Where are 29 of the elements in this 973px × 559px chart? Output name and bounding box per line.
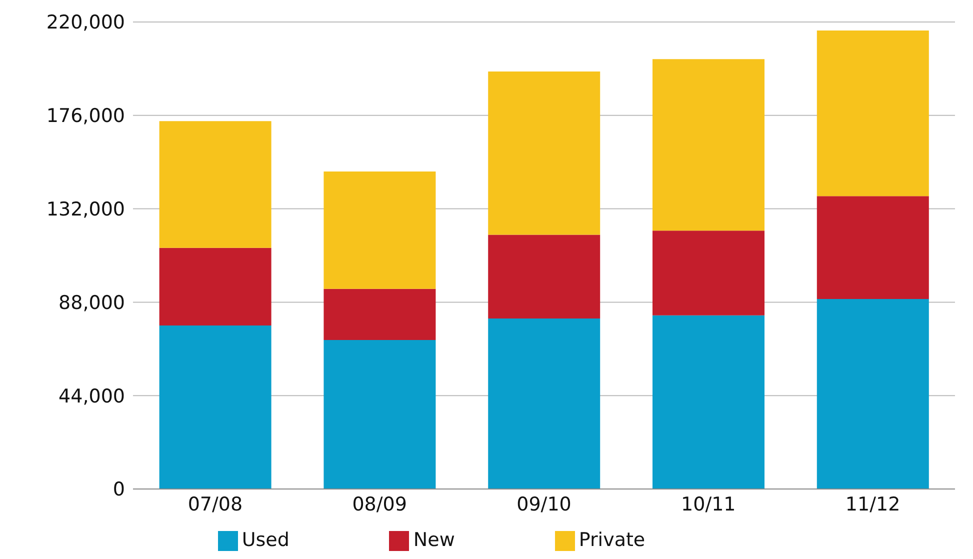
x-tick-label: 10/11 bbox=[681, 493, 736, 516]
x-tick-label: 11/12 bbox=[845, 493, 900, 516]
bar bbox=[652, 315, 765, 489]
legend-label: Private bbox=[578, 529, 646, 551]
bar bbox=[652, 59, 765, 231]
bar bbox=[652, 230, 765, 316]
y-tick-label: 220,000 bbox=[46, 12, 125, 34]
y-tick-label: 44,000 bbox=[58, 385, 125, 408]
x-tick-label: 07/08 bbox=[188, 493, 243, 516]
y-tick-label: 132,000 bbox=[46, 198, 125, 221]
bar bbox=[324, 340, 436, 489]
bar bbox=[159, 248, 272, 326]
bar bbox=[816, 299, 929, 489]
bar bbox=[488, 234, 600, 319]
bar bbox=[488, 318, 600, 489]
bar bbox=[488, 71, 600, 235]
legend-label: New bbox=[413, 529, 455, 551]
bar bbox=[324, 288, 436, 340]
bar bbox=[159, 121, 272, 248]
bar bbox=[159, 326, 272, 489]
x-tick-label: 08/09 bbox=[352, 493, 407, 516]
x-tick-label: 09/10 bbox=[516, 493, 572, 516]
y-tick-label: 88,000 bbox=[58, 292, 125, 314]
bar bbox=[816, 30, 929, 196]
legend-label: Used bbox=[242, 529, 290, 551]
bar bbox=[816, 196, 929, 300]
bar bbox=[324, 171, 436, 289]
y-tick-label: 0 bbox=[112, 478, 125, 501]
y-tick-label: 176,000 bbox=[46, 105, 125, 128]
